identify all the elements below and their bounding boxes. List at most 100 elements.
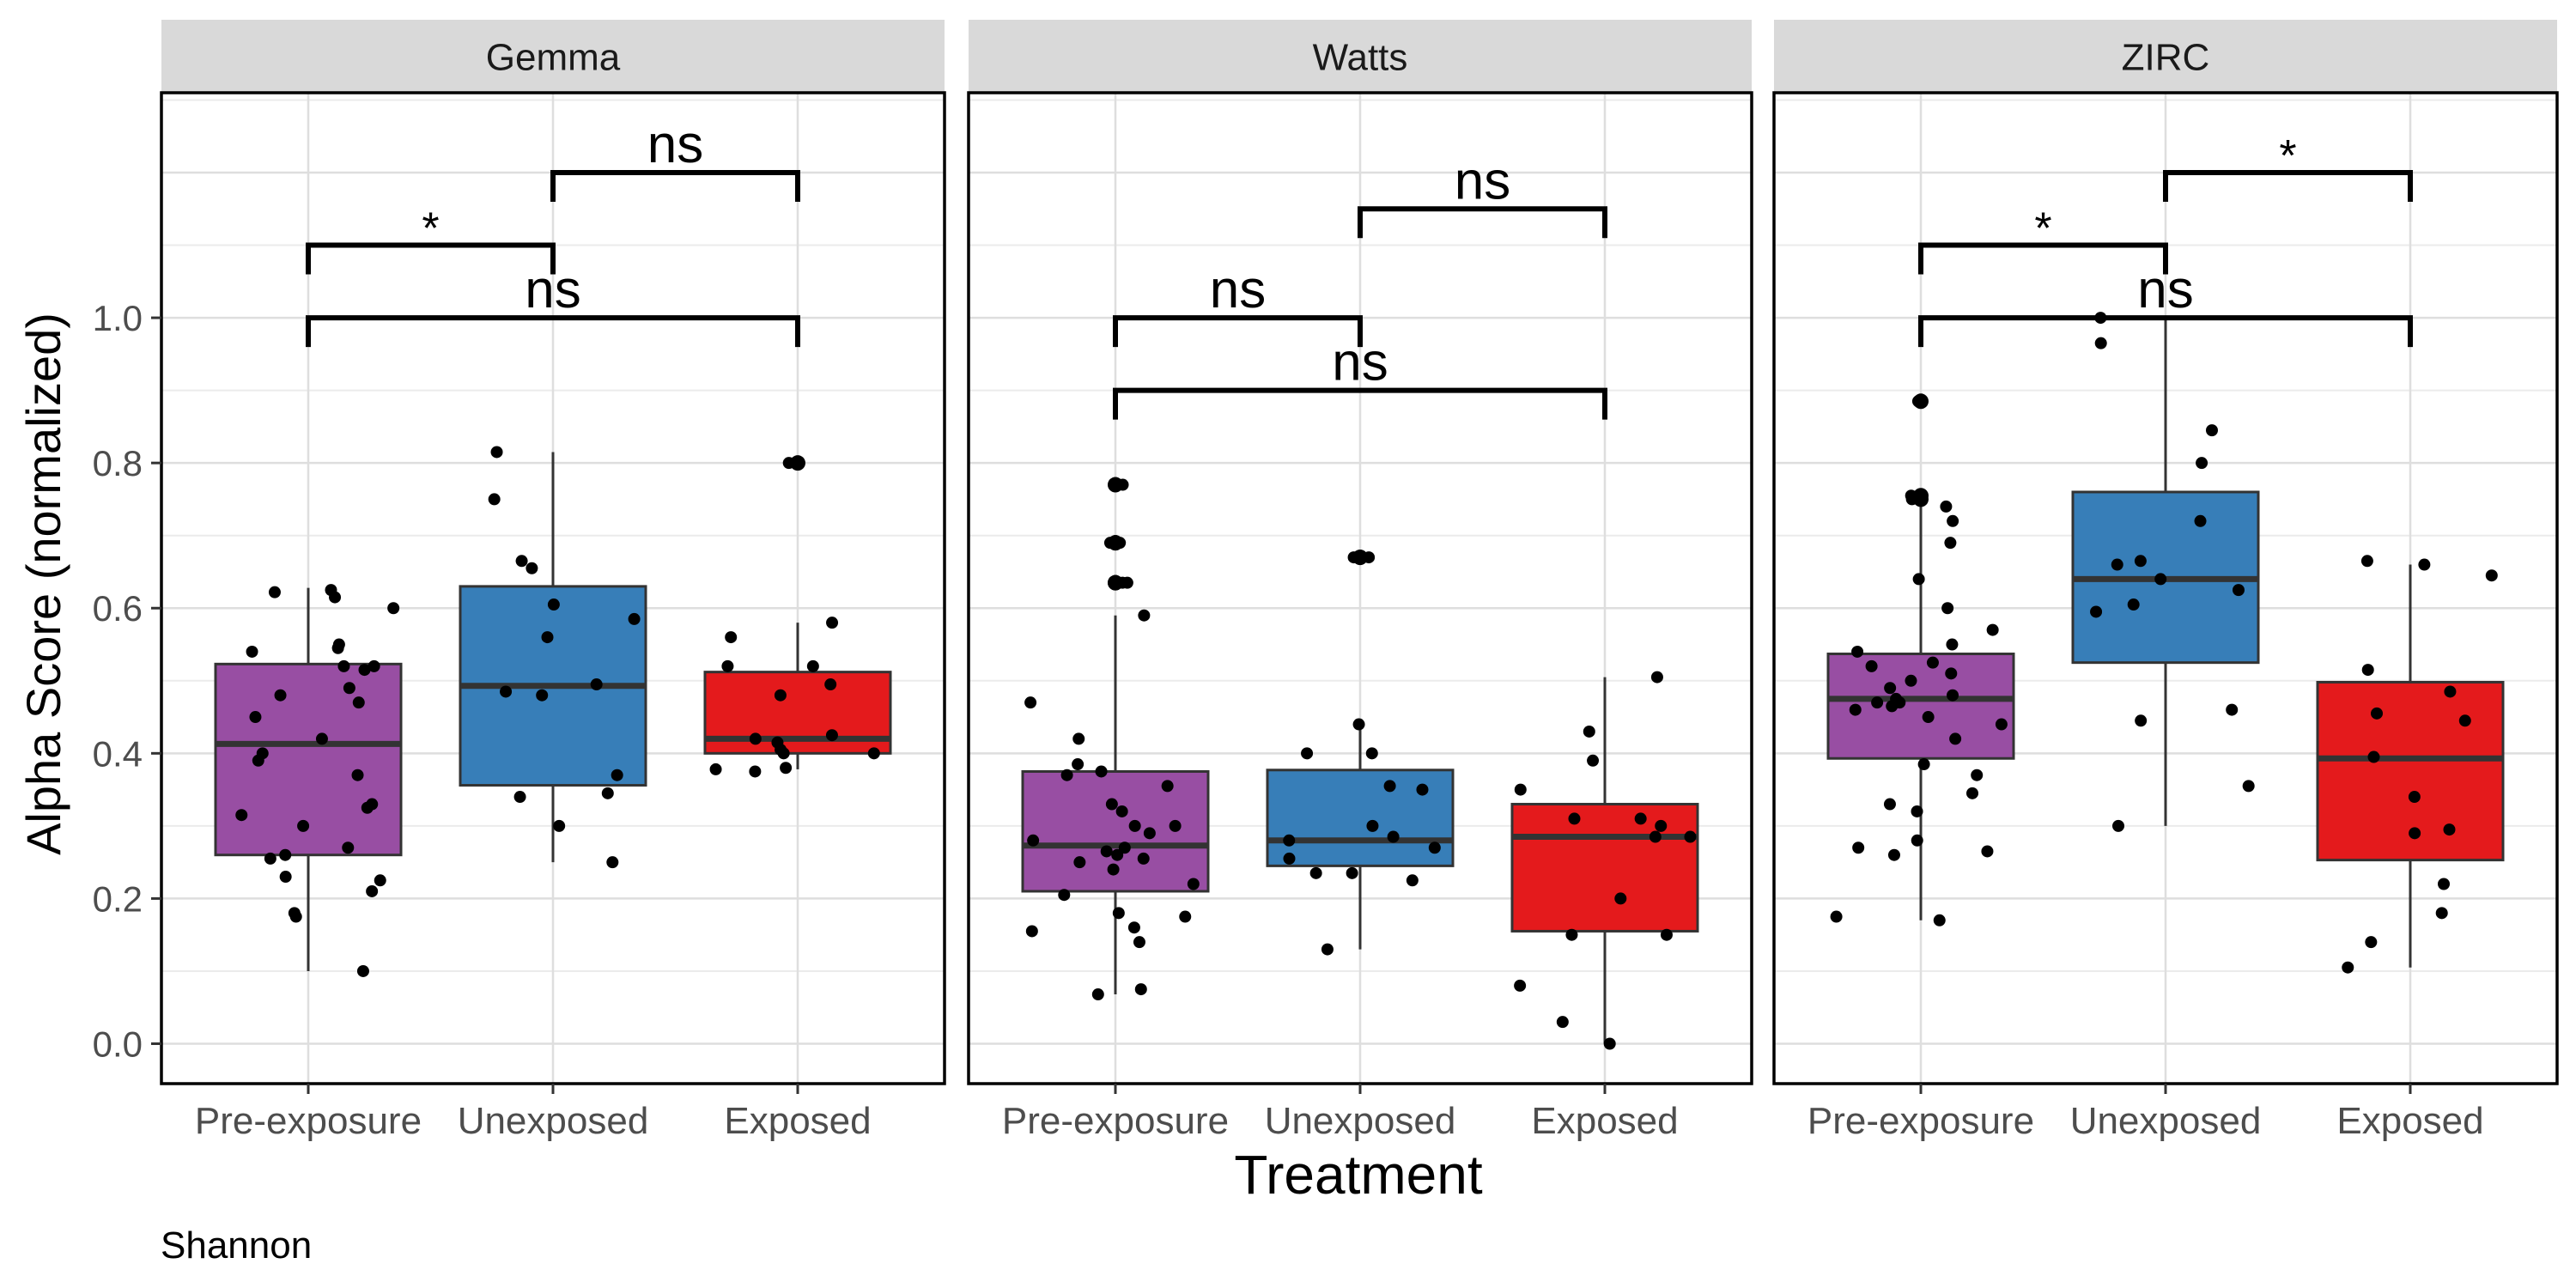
data-point — [782, 457, 795, 470]
facet-strip-label: Gemma — [486, 37, 621, 79]
data-point — [366, 884, 379, 897]
data-point — [1981, 845, 1994, 858]
data-point — [1947, 514, 1959, 527]
data-point — [1161, 780, 1174, 793]
data-point — [1887, 848, 1900, 861]
data-point — [279, 848, 292, 861]
data-point — [1138, 609, 1151, 622]
y-tick-label: 0.0 — [93, 1024, 143, 1065]
data-point — [606, 856, 619, 869]
data-point — [1649, 830, 1662, 843]
data-point — [1851, 645, 1864, 658]
y-tick-label: 0.4 — [93, 733, 143, 774]
data-point — [2409, 827, 2421, 840]
data-point — [2135, 714, 2148, 727]
data-point — [315, 732, 328, 745]
data-point — [1352, 718, 1365, 731]
data-point — [1971, 769, 1984, 781]
data-point — [2205, 424, 2218, 437]
data-point — [2408, 791, 2421, 804]
significance-bracket: * — [1918, 204, 2168, 275]
data-point — [749, 732, 762, 745]
bracket-line — [306, 315, 800, 348]
data-point — [2438, 878, 2451, 890]
x-axis-title: Treatment — [1234, 1144, 1483, 1206]
caption-text: Shannon — [161, 1224, 312, 1267]
data-point — [264, 852, 276, 865]
data-point — [351, 769, 364, 781]
data-point — [361, 801, 374, 814]
data-point — [1121, 576, 1133, 589]
data-point — [2371, 707, 2384, 720]
data-point — [1946, 638, 1959, 651]
data-point — [1025, 925, 1038, 938]
data-point — [2458, 714, 2471, 727]
x-tick-label: Unexposed — [458, 1100, 649, 1142]
facet-strip — [161, 20, 945, 93]
data-point — [1137, 852, 1150, 865]
data-point — [2360, 555, 2373, 568]
x-tick-label: Pre-exposure — [1807, 1100, 2034, 1142]
data-point — [2112, 819, 2125, 832]
data-point — [1301, 747, 1314, 760]
data-point — [1309, 866, 1322, 879]
data-point — [721, 659, 734, 672]
data-point — [1428, 841, 1441, 854]
data-point — [1058, 889, 1071, 902]
box-iqr — [1510, 803, 1699, 933]
data-point — [490, 446, 503, 459]
bracket-line — [1358, 206, 1607, 239]
data-point — [2367, 750, 2380, 763]
data-point — [1107, 863, 1120, 876]
data-point — [709, 762, 722, 775]
data-point — [1911, 805, 1923, 817]
data-point — [826, 617, 839, 629]
data-point — [352, 696, 365, 709]
data-point — [1871, 696, 1884, 709]
box-exposed — [703, 455, 892, 769]
data-point — [1941, 602, 1954, 615]
data-point — [1660, 928, 1673, 941]
data-point — [725, 631, 738, 644]
data-point — [2194, 514, 2207, 527]
data-point — [1587, 754, 1600, 767]
data-point — [1283, 852, 1296, 865]
data-point — [2342, 961, 2354, 974]
data-point — [2154, 573, 2167, 586]
data-point — [1926, 656, 1939, 669]
data-point — [1406, 874, 1419, 887]
data-point — [1568, 812, 1581, 825]
data-point — [1883, 798, 1896, 811]
data-point — [342, 841, 355, 854]
data-point — [1655, 819, 1668, 832]
bracket-line — [1113, 387, 1607, 420]
data-point — [2444, 685, 2457, 698]
data-point — [1027, 834, 1040, 847]
data-point — [2485, 569, 2498, 582]
data-point — [1072, 758, 1084, 771]
x-tick-label: Exposed — [1531, 1100, 1678, 1142]
data-point — [2418, 558, 2431, 571]
data-point — [2365, 936, 2378, 949]
data-point — [1940, 500, 1953, 513]
data-point — [1179, 910, 1192, 923]
data-point — [1684, 830, 1697, 843]
data-point — [1133, 936, 1145, 949]
facet-gemma: Gemma * ns ns Pre-exposure Unexposed Exposed — [160, 20, 946, 1142]
facet-strip — [969, 20, 1752, 93]
box-unexposed — [1266, 550, 1455, 950]
data-point — [1416, 783, 1429, 796]
data-point — [1383, 780, 1396, 793]
data-point — [297, 819, 310, 832]
data-point — [1114, 537, 1127, 550]
data-point — [1583, 725, 1595, 738]
facet-watts: Watts ns ns ns Pre-exposure Unexposed Exposed — [967, 20, 1753, 1142]
data-point — [867, 747, 880, 760]
data-point — [1986, 623, 1999, 636]
box-pre-exposure — [1826, 393, 2015, 920]
facet-zirc: ZIRC * * ns Pre-exposure Unexposed Exposed — [1772, 20, 2559, 1142]
data-point — [1514, 979, 1527, 992]
x-tick-label: Pre-exposure — [1002, 1100, 1229, 1142]
data-point — [246, 645, 258, 658]
